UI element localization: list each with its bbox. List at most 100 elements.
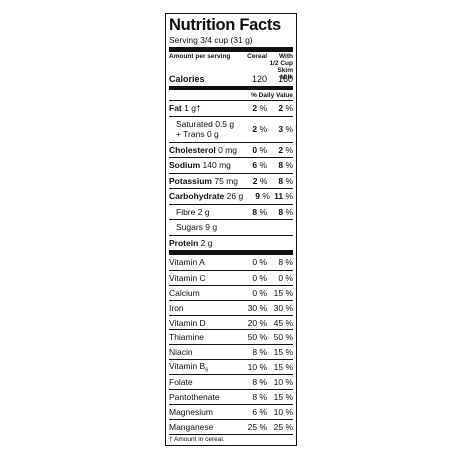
vitamin-dv-milk: 15 % bbox=[273, 391, 293, 402]
nutrient-amount: 140 mg bbox=[202, 160, 231, 171]
footnote: † Amount in cereal. bbox=[169, 433, 293, 444]
vitamin-dv-cereal: 10 % bbox=[247, 362, 267, 373]
vitamin-dv-milk: 8 % bbox=[278, 257, 293, 268]
nutrient-name: Sugars 9 g bbox=[176, 222, 218, 233]
vitamin-dv-cereal: 20 % bbox=[247, 317, 267, 328]
vitamin-row: Vitamin A 0 % 8 % bbox=[169, 255, 293, 270]
vitamin-subscript: 6 bbox=[205, 367, 209, 374]
vitamin-dv-milk: 0 % bbox=[278, 272, 293, 283]
nutrient-row: Fibre 2 g 8 % 8 % bbox=[169, 203, 293, 220]
amount-per-serving: Amount per serving bbox=[169, 53, 231, 60]
vitamin-dv-cereal: 0 % bbox=[252, 287, 267, 298]
thick-divider bbox=[169, 47, 293, 52]
nutrient-dv-cereal: 0 % bbox=[252, 144, 268, 155]
vitamin-name: Vitamin C bbox=[169, 272, 206, 283]
nutrient-row: Potassium 75 mg 2 % 8 % bbox=[169, 172, 293, 189]
nutrient-name: Cholesterol bbox=[169, 144, 216, 155]
vitamin-dv-cereal: 30 % bbox=[247, 302, 267, 313]
calories-label: Calories bbox=[169, 74, 205, 84]
vitamin-row: Vitamin B6 10 % 15 % bbox=[169, 359, 293, 374]
vitamin-name: Vitamin D bbox=[169, 317, 206, 328]
daily-value-header: % Daily Value bbox=[169, 89, 293, 100]
nutrient-dv-milk: 8 % bbox=[278, 160, 293, 171]
vitamin-name: Vitamin B bbox=[169, 360, 206, 371]
vitamin-dv-milk: 50 % bbox=[273, 332, 293, 343]
nutrient-dv-milk: 8 % bbox=[278, 175, 293, 186]
column-header: Amount per serving Cereal With 1/2 Cup S… bbox=[169, 52, 293, 81]
nutrition-facts-label: Nutrition Facts Serving 3/4 cup (31 g) A… bbox=[165, 13, 297, 446]
nutrient-list: Fat 1 g† 2 % 2 % Saturated 0.5 g + Trans 0 g… bbox=[169, 100, 293, 250]
column-cereal: Cereal bbox=[247, 53, 267, 60]
nutrient-dv-cereal: 8 % bbox=[252, 206, 267, 217]
serving-size: Serving 3/4 cup (31 g) bbox=[169, 35, 253, 45]
vitamin-dv-milk: 30 % bbox=[273, 302, 293, 313]
vitamin-dv-milk: 10 % bbox=[273, 406, 293, 417]
vitamin-row: Iron 30 % 30 % bbox=[169, 299, 293, 315]
vitamin-row: Vitamin C 0 % 0 % bbox=[169, 269, 293, 285]
calories-row: Calories 120 160 bbox=[169, 72, 293, 86]
vitamin-row: Calcium 0 % 15 % bbox=[169, 284, 293, 300]
nutrient-row: Protein 2 g bbox=[169, 234, 293, 251]
nutrient-dv-milk: 8 % bbox=[278, 206, 293, 217]
vitamin-name: Niacin bbox=[169, 347, 193, 358]
vitamin-row: Folate 8 % 10 % bbox=[169, 374, 293, 389]
vitamin-dv-milk: 45 % bbox=[273, 317, 293, 328]
nutrient-name-line2: + Trans 0 g bbox=[176, 129, 219, 139]
vitamin-name: Vitamin A bbox=[169, 257, 205, 268]
nutrient-row: Saturated 0.5 g + Trans 0 g 2 % 3 % bbox=[169, 115, 293, 142]
vitamin-dv-cereal: 0 % bbox=[252, 272, 267, 283]
vitamin-dv-milk: 15 % bbox=[273, 362, 293, 373]
vitamin-row: Magnesium 6 % 10 % bbox=[169, 403, 293, 419]
vitamin-dv-milk: 15 % bbox=[273, 287, 293, 298]
vitamin-list: Vitamin A 0 % 8 % Vitamin C 0 % 0 % Calcium 0 %… bbox=[169, 255, 293, 434]
vitamin-dv-cereal: 8 % bbox=[252, 377, 267, 388]
vitamin-dv-cereal: 0 % bbox=[252, 257, 267, 268]
nutrient-name: Carbohydrate bbox=[169, 191, 225, 202]
nutrient-dv-cereal: 9 % bbox=[255, 191, 270, 202]
label-title: Nutrition Facts bbox=[169, 16, 281, 34]
nutrient-dv-milk: 2 % bbox=[278, 144, 293, 155]
nutrient-name: Fibre 2 g bbox=[176, 206, 210, 217]
vitamin-name: Thiamine bbox=[169, 332, 204, 343]
vitamin-dv-cereal: 25 % bbox=[247, 421, 267, 432]
nutrient-dv-cereal: 2 % bbox=[252, 175, 268, 186]
vitamin-row: Thiamine 50 % 50 % bbox=[169, 329, 293, 344]
vitamin-name: Calcium bbox=[169, 287, 200, 298]
nutrient-name: Fat bbox=[169, 103, 182, 114]
vitamin-name: Manganese bbox=[169, 421, 214, 432]
vitamin-dv-milk: 15 % bbox=[273, 347, 293, 358]
nutrient-name: Potassium bbox=[169, 175, 212, 186]
nutrient-amount: 1 g† bbox=[184, 103, 201, 114]
nutrient-name: Saturated 0.5 g bbox=[176, 119, 235, 129]
vitamin-name: Magnesium bbox=[169, 406, 213, 417]
vitamin-name: Pantothenate bbox=[169, 391, 220, 402]
vitamin-row: Manganese 25 % 25 % bbox=[169, 418, 293, 434]
vitamin-row: Vitamin D 20 % 45 % bbox=[169, 314, 293, 330]
nutrient-amount: 0 mg bbox=[218, 144, 238, 155]
calories-milk: 160 bbox=[277, 74, 293, 84]
nutrient-row: Fat 1 g† 2 % 2 % bbox=[169, 100, 293, 116]
nutrient-row: Carbohydrate 26 g 9 % 11 % bbox=[169, 188, 293, 204]
nutrient-dv-cereal: 2 % bbox=[252, 124, 267, 134]
nutrient-amount: 2 g bbox=[200, 237, 213, 248]
nutrient-dv-cereal: 2 % bbox=[252, 103, 267, 114]
vitamin-dv-cereal: 8 % bbox=[252, 391, 267, 402]
vitamin-row: Niacin 8 % 15 % bbox=[169, 344, 293, 359]
vitamin-name: Iron bbox=[169, 302, 184, 313]
nutrient-row: Sugars 9 g bbox=[169, 219, 293, 235]
nutrient-name: Protein bbox=[169, 237, 199, 248]
nutrient-dv-milk: 11 % bbox=[274, 191, 293, 202]
nutrient-dv-cereal: 6 % bbox=[252, 160, 267, 171]
medium-divider bbox=[169, 86, 293, 89]
vitamin-row: Pantothenate 8 % 15 % bbox=[169, 389, 293, 404]
column-with-milk: With 1/2 Cup Skim Milk bbox=[269, 53, 293, 81]
nutrient-dv-milk: 3 % bbox=[278, 124, 293, 134]
calories-cereal: 120 bbox=[251, 74, 267, 84]
nutrient-row: Sodium 140 mg 6 % 8 % bbox=[169, 157, 293, 173]
vitamin-dv-cereal: 8 % bbox=[252, 347, 267, 358]
nutrient-amount: 26 g bbox=[226, 191, 244, 202]
thick-divider-vitamins bbox=[169, 250, 293, 255]
nutrient-amount: 75 mg bbox=[214, 175, 238, 186]
vitamin-dv-milk: 10 % bbox=[273, 377, 293, 388]
vitamin-dv-cereal: 50 % bbox=[247, 332, 267, 343]
